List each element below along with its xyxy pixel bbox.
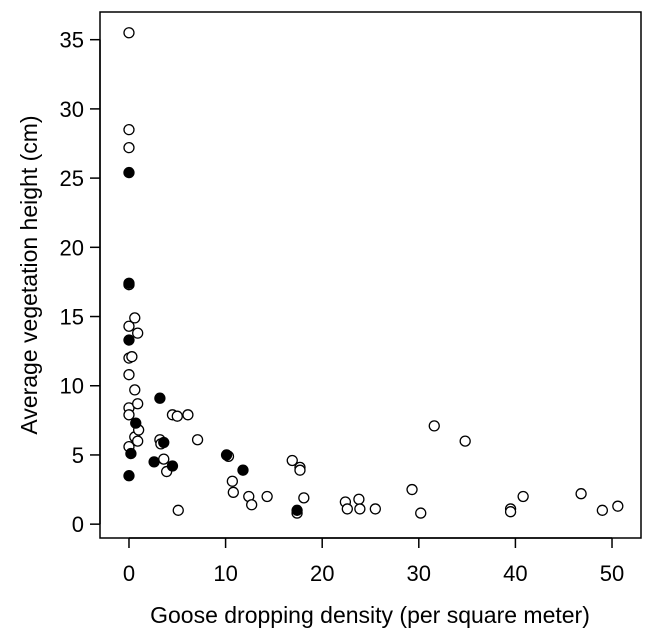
open-point: [132, 435, 144, 447]
open-point: [123, 124, 135, 136]
open-point: [132, 327, 144, 339]
x-tick-label: 30: [407, 561, 431, 586]
y-tick-label: 30: [60, 97, 84, 122]
x-axis-title: Goose dropping density (per square meter…: [150, 602, 590, 628]
filled-point: [291, 504, 303, 516]
open-point: [246, 499, 258, 511]
open-point: [369, 503, 381, 515]
filled-point: [123, 277, 135, 289]
filled-point: [123, 470, 135, 482]
y-tick-label: 35: [60, 28, 84, 53]
open-point: [123, 320, 135, 332]
y-tick-label: 20: [60, 235, 84, 260]
open-point: [575, 488, 587, 500]
open-point: [341, 503, 353, 515]
filled-point: [125, 447, 137, 460]
filled-point: [130, 417, 142, 429]
open-point: [415, 507, 427, 519]
y-tick-label: 10: [60, 374, 84, 399]
filled-point: [148, 456, 160, 468]
open-point: [504, 506, 517, 518]
open-point: [353, 493, 365, 505]
open-point: [172, 504, 184, 516]
open-point: [354, 503, 366, 515]
open-point: [191, 434, 204, 446]
y-tick-label: 0: [72, 512, 84, 537]
open-point: [596, 504, 609, 516]
plot-frame: [99, 11, 642, 539]
filled-point: [154, 392, 166, 404]
x-tick-label: 10: [213, 561, 237, 586]
open-point: [123, 142, 135, 154]
open-point: [129, 312, 141, 324]
open-point: [459, 435, 471, 447]
open-point: [123, 27, 135, 39]
y-tick-label: 15: [60, 305, 84, 330]
open-point: [298, 492, 310, 504]
x-tick-label: 40: [503, 561, 527, 586]
open-point: [227, 486, 239, 498]
open-point: [132, 398, 144, 410]
y-axis: 0 5 10 15 20 25 30 35: [60, 28, 101, 537]
open-point: [182, 409, 194, 421]
filled-point: [123, 166, 135, 179]
y-axis-title: Average vegetation height (cm): [16, 115, 42, 434]
filled-point: [123, 334, 135, 346]
open-point: [406, 483, 418, 496]
open-point: [517, 490, 529, 503]
open-point: [158, 453, 170, 465]
open-point: [129, 384, 141, 396]
open-point: [123, 409, 135, 421]
open-point: [226, 475, 239, 487]
filled-point: [158, 436, 170, 449]
open-point: [126, 351, 138, 363]
y-tick-label: 25: [60, 166, 84, 191]
x-tick-label: 0: [123, 561, 135, 586]
x-axis: 0 10 20 30 40 50: [123, 537, 624, 586]
filled-point: [237, 464, 249, 476]
open-point: [123, 369, 135, 381]
open-point: [294, 464, 306, 476]
open-point: [171, 410, 183, 422]
filled-point: [166, 460, 179, 472]
y-tick-label: 5: [72, 443, 84, 468]
open-point: [286, 454, 298, 467]
open-point: [261, 490, 273, 503]
filled-point: [220, 449, 233, 461]
x-tick-label: 20: [310, 561, 334, 586]
data-points: [123, 27, 624, 519]
open-point: [428, 420, 440, 432]
x-tick-label: 50: [600, 561, 624, 586]
open-point: [612, 500, 624, 512]
